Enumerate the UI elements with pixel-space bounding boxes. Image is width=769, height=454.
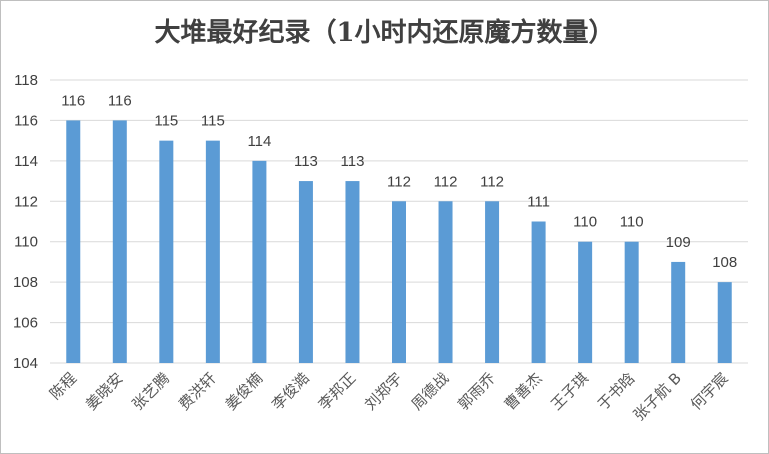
y-tick-label: 116: [14, 112, 38, 129]
x-tick-label: 张艺腾: [129, 369, 174, 414]
chart-title: 大堆最好纪录（1小时内还原魔方数量）: [154, 18, 615, 48]
bar: [252, 160, 267, 363]
data-label: 111: [527, 194, 550, 211]
data-label: 112: [387, 173, 411, 190]
data-label: 115: [201, 113, 225, 130]
bar: [578, 241, 593, 363]
x-tick-label: 郭雨乔: [454, 369, 499, 414]
y-tick-label: 114: [14, 153, 38, 170]
x-tick-label: 姜晓安: [82, 369, 127, 414]
data-label: 110: [573, 214, 597, 231]
x-tick-label: 何宇宸: [687, 369, 732, 414]
data-label: 109: [666, 234, 691, 251]
bar: [624, 241, 639, 363]
data-label: 114: [247, 133, 271, 150]
bar: [205, 140, 220, 363]
data-label: 116: [108, 92, 132, 109]
y-tick-label: 112: [14, 193, 38, 210]
data-label: 113: [294, 153, 318, 170]
bar: [345, 181, 360, 363]
bar: [298, 181, 313, 363]
data-label: 112: [434, 173, 458, 190]
bar: [159, 140, 174, 363]
bar: [717, 282, 732, 363]
y-tick-label: 104: [13, 355, 38, 372]
data-label: 115: [154, 113, 178, 130]
y-tick-label: 108: [13, 274, 38, 291]
x-tick-label: 李邦正: [315, 369, 360, 414]
y-tick-label: 106: [13, 315, 38, 332]
x-tick-label: 费洪轩: [175, 369, 220, 414]
data-label: 116: [61, 92, 85, 109]
bar: [112, 120, 127, 363]
x-tick-label: 李俊澔: [268, 369, 313, 414]
y-tick-label: 110: [14, 234, 38, 251]
bar: [531, 221, 546, 363]
data-label: 110: [620, 214, 644, 231]
x-tick-label: 张子航 B: [630, 369, 685, 424]
y-tick-label: 118: [14, 72, 38, 89]
bar: [485, 201, 500, 363]
x-tick-label: 曹善杰: [501, 369, 546, 414]
x-tick-label: 于书晗: [594, 369, 639, 414]
data-label: 112: [480, 173, 504, 190]
bar: [671, 261, 686, 363]
x-tick-label: 王子琪: [547, 369, 592, 414]
bar: [66, 120, 81, 363]
data-label: 113: [341, 153, 365, 170]
x-tick-label: 周德战: [408, 369, 453, 414]
bar: [392, 201, 406, 363]
x-tick-label: 刘郑宇: [361, 369, 406, 414]
data-label: 108: [712, 254, 737, 271]
x-tick-label: 陈程: [46, 369, 80, 403]
x-tick-label: 姜俊楠: [222, 369, 267, 414]
bar: [438, 201, 453, 363]
